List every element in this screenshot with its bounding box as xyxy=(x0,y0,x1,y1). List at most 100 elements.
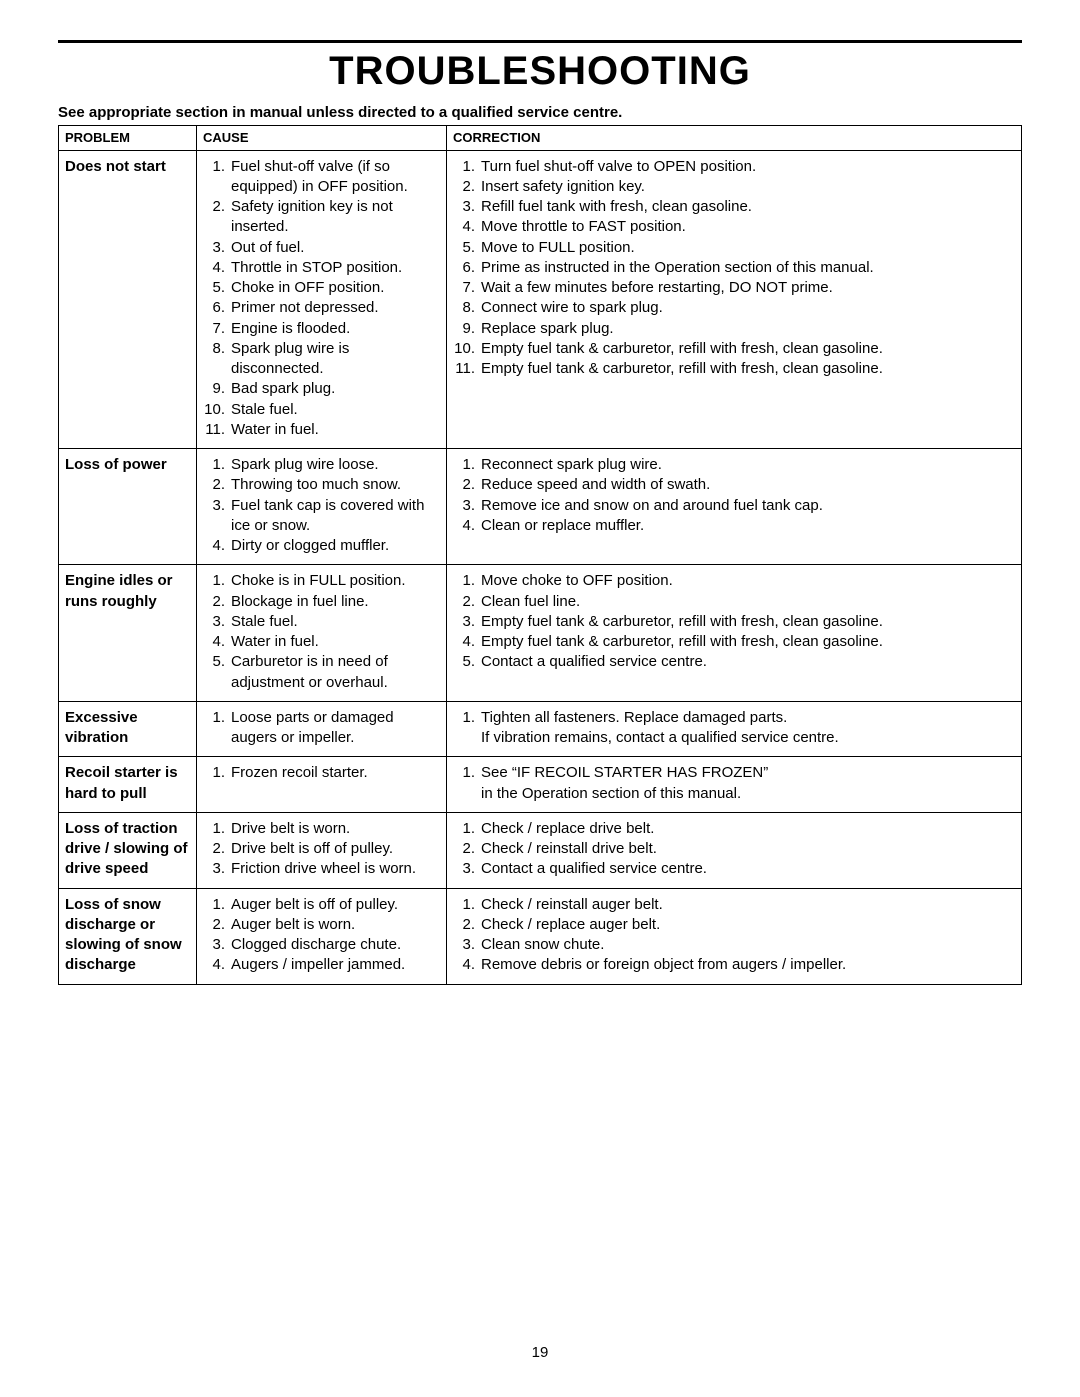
cause-item: 4.Throttle in STOP position. xyxy=(203,258,442,278)
correction-text: Tighten all fasteners. Replace damaged p… xyxy=(481,708,839,749)
correction-number: 3. xyxy=(453,612,481,632)
correction-text: Check / replace drive belt. xyxy=(481,819,707,839)
correction-cell: 1.Check / reinstall auger belt.2.Check /… xyxy=(447,888,1022,984)
correction-item: 1.Tighten all fasteners. Replace damaged… xyxy=(453,708,839,749)
correction-text: Clean snow chute. xyxy=(481,935,846,955)
cause-item: 2.Auger belt is worn. xyxy=(203,915,405,935)
table-row: Loss of power1.Spark plug wire loose.2.T… xyxy=(59,449,1022,565)
correction-item: 5.Contact a qualified service centre. xyxy=(453,652,883,672)
problem-cell: Recoil starter is hard to pull xyxy=(59,757,197,813)
page-container: TROUBLESHOOTING See appropriate section … xyxy=(0,0,1080,1397)
problem-label: Loss of power xyxy=(65,455,192,475)
correction-text: Check / reinstall drive belt. xyxy=(481,839,707,859)
cause-item: 1.Frozen recoil starter. xyxy=(203,763,368,783)
cause-item: 1.Fuel shut-off valve (if so equipped) i… xyxy=(203,157,442,198)
cause-text: Throttle in STOP position. xyxy=(231,258,442,278)
correction-text: See “IF RECOIL STARTER HAS FROZEN” in th… xyxy=(481,763,768,804)
cause-number: 3. xyxy=(203,612,231,632)
correction-text: Empty fuel tank & carburetor, refill wit… xyxy=(481,359,883,379)
correction-item: 3.Clean snow chute. xyxy=(453,935,846,955)
correction-number: 4. xyxy=(453,516,481,536)
cause-text: Dirty or clogged muffler. xyxy=(231,536,442,556)
cause-number: 1. xyxy=(203,455,231,475)
page-number: 19 xyxy=(0,1344,1080,1361)
cause-list: 1.Spark plug wire loose.2.Throwing too m… xyxy=(203,455,442,556)
cause-item: 7.Engine is flooded. xyxy=(203,319,442,339)
correction-list: 1.Check / replace drive belt.2.Check / r… xyxy=(453,819,707,880)
cause-number: 5. xyxy=(203,652,231,693)
correction-item: 4.Empty fuel tank & carburetor, refill w… xyxy=(453,632,883,652)
table-row: Does not start 1.Fuel shut-off valve (if … xyxy=(59,150,1022,449)
correction-text: Check / reinstall auger belt. xyxy=(481,895,846,915)
correction-number: 1. xyxy=(453,455,481,475)
problem-label: Loss of traction drive / slowing of driv… xyxy=(65,819,192,880)
correction-text: Contact a qualified service centre. xyxy=(481,859,707,879)
correction-text: Move choke to OFF position. xyxy=(481,571,883,591)
correction-item: 5.Move to FULL position. xyxy=(453,238,883,258)
correction-cell: 1.Reconnect spark plug wire.2.Reduce spe… xyxy=(447,449,1022,565)
cause-number: 9. xyxy=(203,379,231,399)
cause-item: 10.Stale fuel. xyxy=(203,400,442,420)
cause-text: Water in fuel. xyxy=(231,632,442,652)
cause-number: 2. xyxy=(203,839,231,859)
correction-item: 11.Empty fuel tank & carburetor, refill … xyxy=(453,359,883,379)
cause-item: 1.Auger belt is off of pulley. xyxy=(203,895,405,915)
cause-item: 2.Blockage in fuel line. xyxy=(203,592,442,612)
correction-text: Insert safety ignition key. xyxy=(481,177,883,197)
cause-item: 6.Primer not depressed. xyxy=(203,298,442,318)
correction-cell: 1.Move choke to OFF position.2.Clean fue… xyxy=(447,565,1022,702)
problem-label: Excessive vibration xyxy=(65,708,192,749)
cause-item: 2.Drive belt is off of pulley. xyxy=(203,839,416,859)
cause-number: 4. xyxy=(203,955,231,975)
correction-text: Clean fuel line. xyxy=(481,592,883,612)
table-row: Recoil starter is hard to pull 1.Frozen r… xyxy=(59,757,1022,813)
correction-item: 6.Prime as instructed in the Operation s… xyxy=(453,258,883,278)
cause-number: 4. xyxy=(203,632,231,652)
correction-number: 1. xyxy=(453,571,481,591)
table-row: Excessive vibration1.Loose parts or dama… xyxy=(59,701,1022,757)
correction-item: 3.Empty fuel tank & carburetor, refill w… xyxy=(453,612,883,632)
cause-item: 1.Drive belt is worn. xyxy=(203,819,416,839)
cause-number: 4. xyxy=(203,258,231,278)
header-correction: CORRECTION xyxy=(447,126,1022,151)
cause-text: Frozen recoil starter. xyxy=(231,763,368,783)
correction-number: 8. xyxy=(453,298,481,318)
problem-cell: Loss of traction drive / slowing of driv… xyxy=(59,812,197,888)
cause-text: Drive belt is worn. xyxy=(231,819,416,839)
correction-number: 10. xyxy=(453,339,481,359)
correction-item: 2.Check / replace auger belt. xyxy=(453,915,846,935)
cause-number: 10. xyxy=(203,400,231,420)
cause-number: 1. xyxy=(203,157,231,198)
correction-item: 1.Reconnect spark plug wire. xyxy=(453,455,823,475)
correction-number: 3. xyxy=(453,197,481,217)
correction-number: 2. xyxy=(453,475,481,495)
cause-item: 4.Augers / impeller jammed. xyxy=(203,955,405,975)
correction-number: 4. xyxy=(453,955,481,975)
problem-label: Recoil starter is hard to pull xyxy=(65,763,192,804)
cause-text: Spark plug wire loose. xyxy=(231,455,442,475)
problem-label: Does not start xyxy=(65,157,192,177)
cause-item: 1.Choke is in FULL position. xyxy=(203,571,442,591)
correction-text: Connect wire to spark plug. xyxy=(481,298,883,318)
correction-text: Empty fuel tank & carburetor, refill wit… xyxy=(481,612,883,632)
cause-cell: 1.Loose parts or damaged augers or impel… xyxy=(197,701,447,757)
cause-item: 8.Spark plug wire is disconnected. xyxy=(203,339,442,380)
cause-text: Safety ignition key is not inserted. xyxy=(231,197,442,238)
cause-item: 2.Safety ignition key is not inserted. xyxy=(203,197,442,238)
header-cause: CAUSE xyxy=(197,126,447,151)
cause-cell: 1.Choke is in FULL position.2.Blockage i… xyxy=(197,565,447,702)
cause-text: Water in fuel. xyxy=(231,420,442,440)
cause-text: Auger belt is off of pulley. xyxy=(231,895,405,915)
correction-number: 3. xyxy=(453,496,481,516)
header-problem: PROBLEM xyxy=(59,126,197,151)
page-title: TROUBLESHOOTING xyxy=(58,49,1022,94)
cause-number: 11. xyxy=(203,420,231,440)
correction-text: Reconnect spark plug wire. xyxy=(481,455,823,475)
cause-text: Throwing too much snow. xyxy=(231,475,442,495)
correction-list: 1.Reconnect spark plug wire.2.Reduce spe… xyxy=(453,455,823,536)
correction-item: 7.Wait a few minutes before restarting, … xyxy=(453,278,883,298)
cause-number: 2. xyxy=(203,915,231,935)
correction-cell: 1.Turn fuel shut-off valve to OPEN posit… xyxy=(447,150,1022,449)
cause-text: Choke in OFF position. xyxy=(231,278,442,298)
cause-item: 1.Spark plug wire loose. xyxy=(203,455,442,475)
